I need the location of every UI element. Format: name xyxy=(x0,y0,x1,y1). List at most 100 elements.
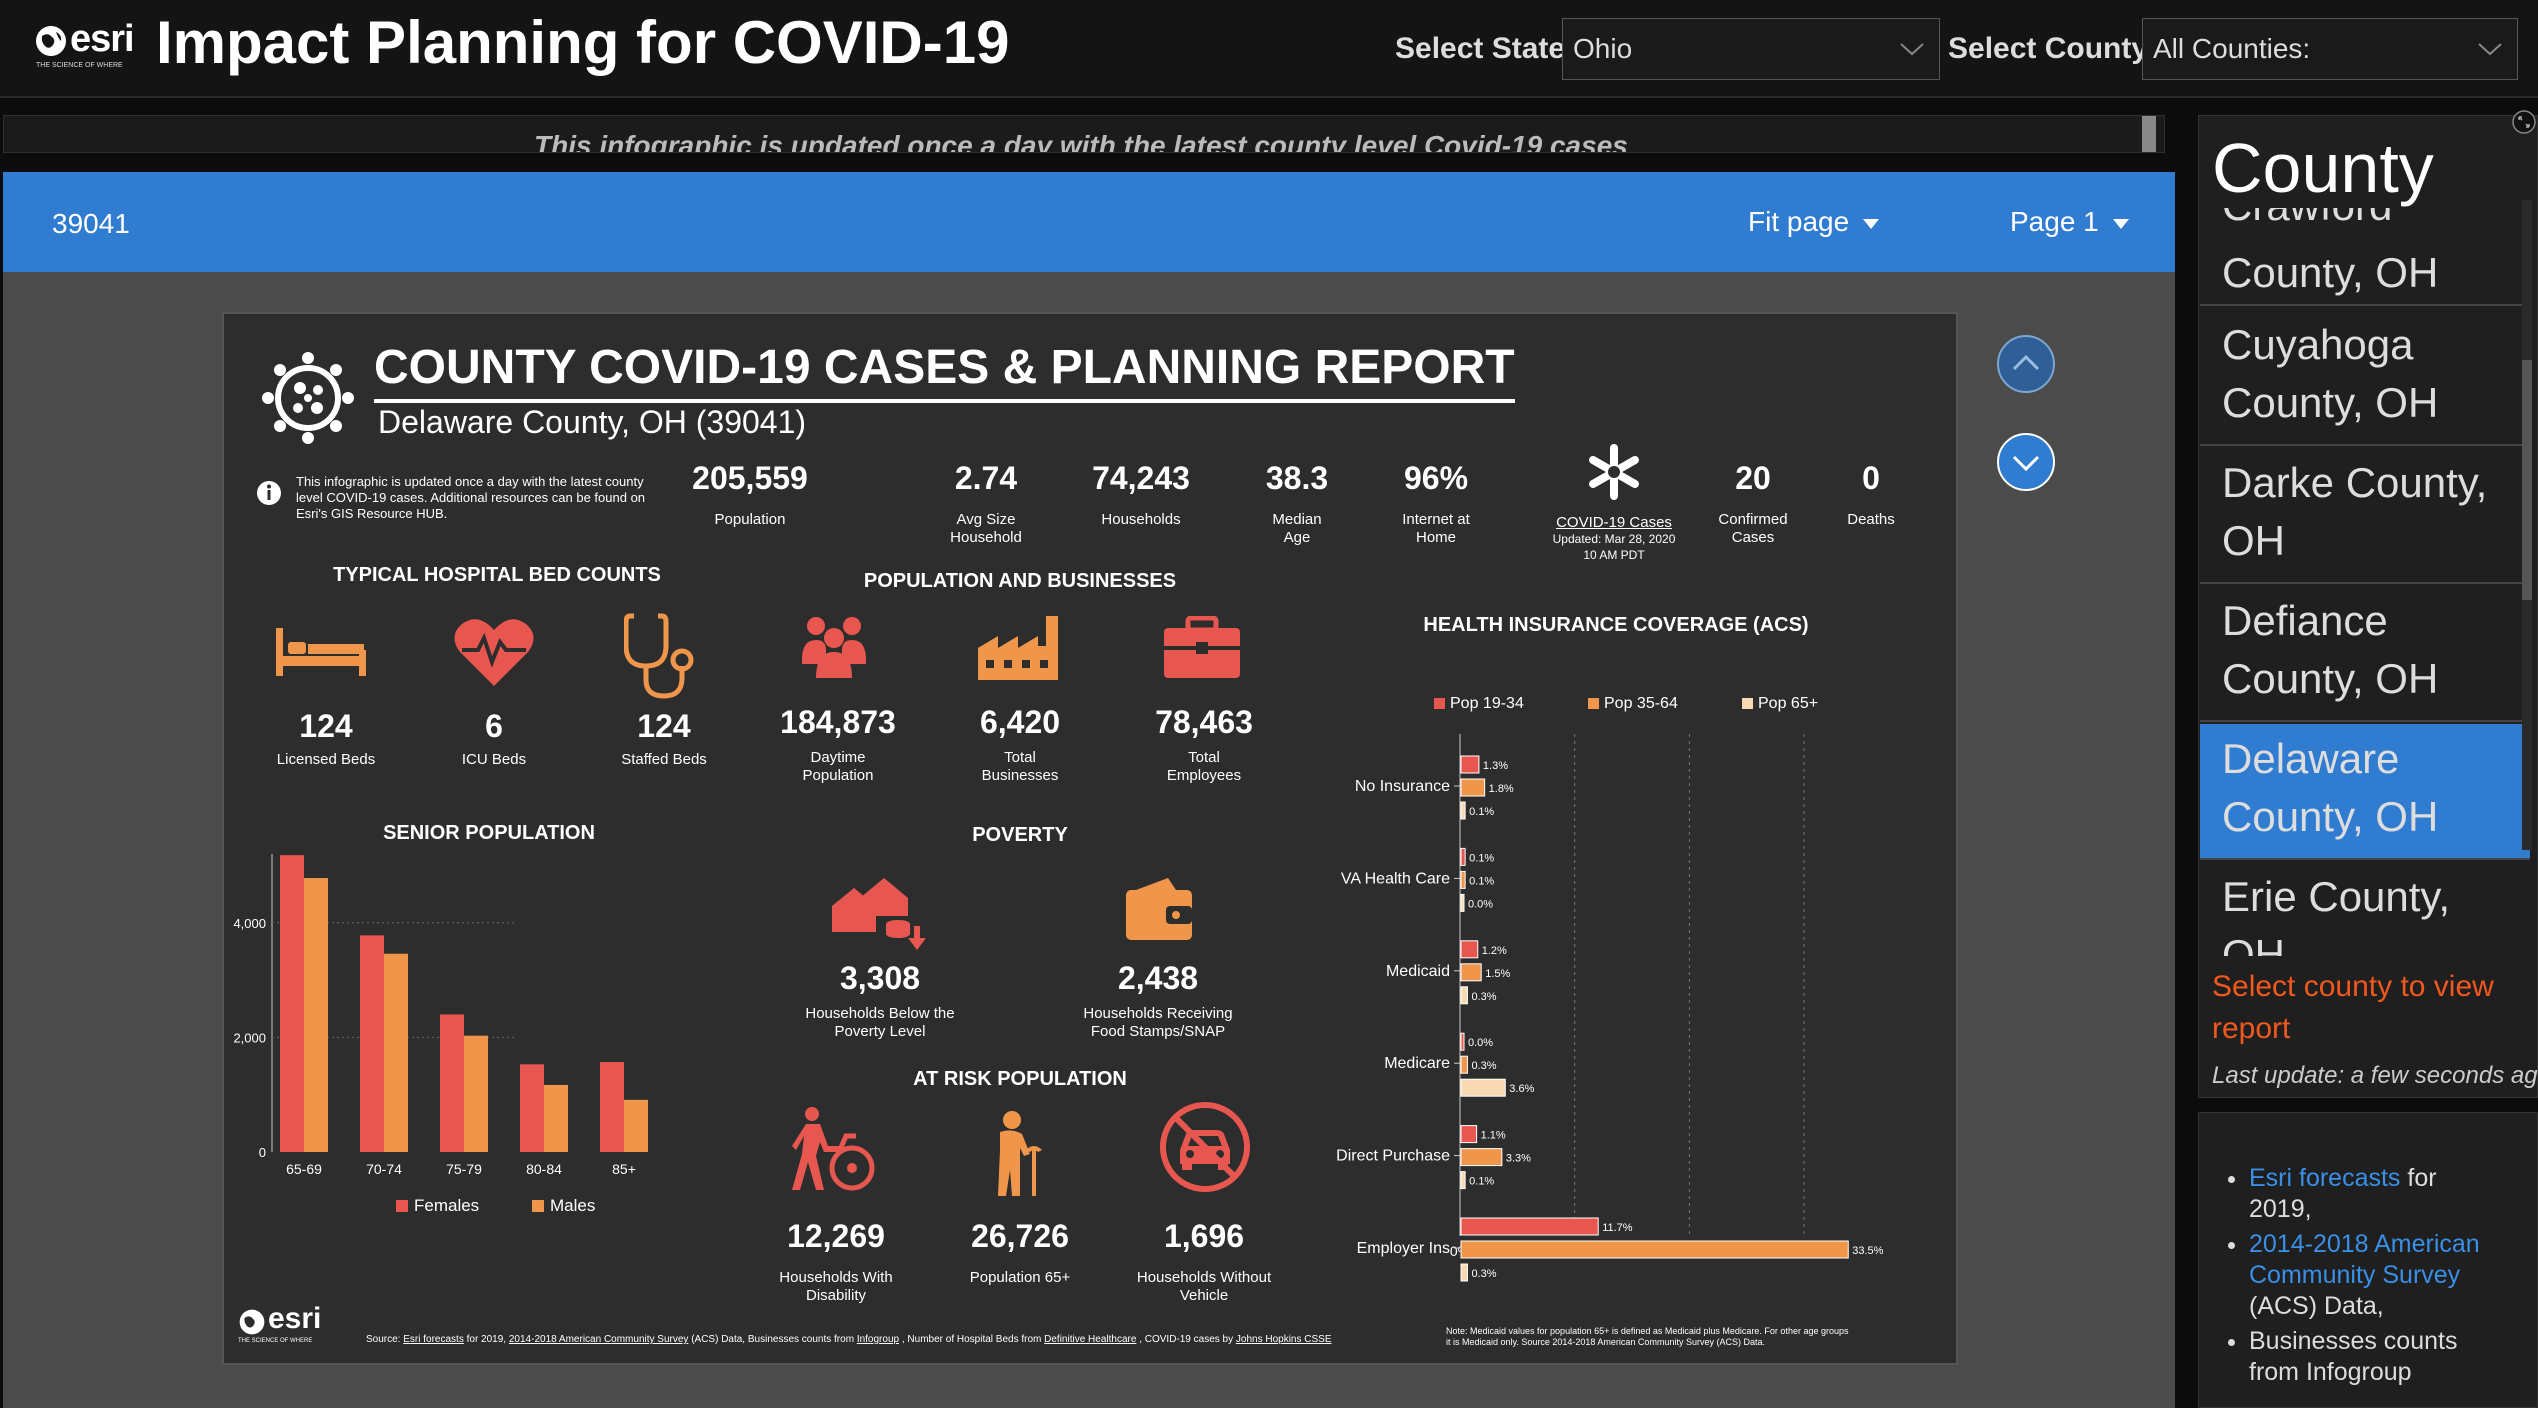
legend-label-females: Females xyxy=(414,1196,479,1215)
stat-label: Households With xyxy=(779,1269,893,1286)
notes-panel: Esri forecasts for 2019, 2014-2018 Ameri… xyxy=(2198,1112,2538,1408)
data-label: 0.3% xyxy=(1471,1060,1496,1072)
stat-avg-household: 2.74 Avg Size Household xyxy=(926,460,1046,547)
logo-tagline: THE SCIENCE OF WHERE xyxy=(238,1338,313,1344)
sidebar-scroll-thumb[interactable] xyxy=(2522,360,2532,600)
source-acs-link[interactable]: 2014-2018 American Community Survey xyxy=(508,1334,689,1345)
globe-icon xyxy=(239,1309,265,1335)
y-category-label: Medicare xyxy=(1384,1055,1450,1072)
popbiz-businesses: 6,420 Total Businesses xyxy=(945,704,1095,785)
county-item-darke[interactable]: Darke County, OH xyxy=(2200,448,2530,584)
stat-label: Staffed Beds xyxy=(621,751,707,768)
stat-value: 124 xyxy=(299,708,353,744)
source-forecast-link[interactable]: Esri forecasts xyxy=(403,1334,464,1345)
note-link-acs[interactable]: 2014-2018 American Community Survey xyxy=(2249,1230,2480,1289)
stat-label: Deaths xyxy=(1847,511,1895,528)
data-label: 33.5% xyxy=(1852,1245,1883,1257)
note-item: Businesses counts from Infogroup xyxy=(2249,1326,2499,1388)
data-label: 11.7% xyxy=(1602,1222,1633,1234)
popbiz-title: POPULATION AND BUSINESSES xyxy=(863,570,1177,592)
stat-label: Age xyxy=(1283,529,1311,546)
county-select[interactable]: All Counties: xyxy=(2142,18,2518,80)
senior-title: SENIOR POPULATION xyxy=(383,822,595,844)
briefcase-icon xyxy=(1164,616,1240,678)
bar-1-4 xyxy=(1460,1148,1503,1167)
stat-value: 1,696 xyxy=(1163,1218,1245,1254)
data-label: 1.2% xyxy=(1482,945,1507,957)
esri-logo: esri THE SCIENCE OF WHERE xyxy=(34,18,135,74)
stat-value: 38.3 xyxy=(1265,460,1329,496)
y-tick-label: 4,000 xyxy=(233,916,266,931)
county-line: Defiance xyxy=(2222,597,2388,644)
note-item: Esri forecasts for 2019, xyxy=(2249,1163,2499,1225)
page-down-button[interactable] xyxy=(1996,432,2056,492)
stat-label: Employees xyxy=(1166,767,1242,784)
legend-swatch-1 xyxy=(1588,698,1599,709)
info-text: This infographic is updated once a day w… xyxy=(296,474,645,522)
bar-0-2 xyxy=(1460,940,1479,959)
data-label: 1.3% xyxy=(1483,760,1508,772)
stat-label: Median xyxy=(1272,511,1322,528)
stat-households: 74,243 Households xyxy=(1071,460,1211,529)
atrisk-disability: 12,269 Households With Disability xyxy=(751,1218,921,1305)
covid-cases-link[interactable]: COVID-19 Cases xyxy=(1556,514,1672,531)
county-item-crawford[interactable]: County, OH xyxy=(2200,238,2530,306)
stat-internet: 96% Internet at Home xyxy=(1381,460,1491,547)
bar-1-3 xyxy=(1460,1055,1468,1074)
note-link-forecasts[interactable]: Esri forecasts xyxy=(2249,1164,2401,1192)
app-header xyxy=(0,0,2538,98)
chevron-down-icon xyxy=(2478,43,2502,56)
source-covid: , COVID-19 cases by xyxy=(1139,1334,1234,1345)
source-jh-link[interactable]: Johns Hopkins CSSE xyxy=(1235,1334,1332,1345)
county-item-erie[interactable]: Erie County, OH xyxy=(2200,862,2530,956)
app-title: Impact Planning for COVID-19 xyxy=(156,9,1010,76)
source-infogroup-link[interactable]: Infogroup xyxy=(856,1334,900,1345)
county-item-delaware[interactable]: Delaware County, OH xyxy=(2200,724,2530,860)
x-tick-label: 65-69 xyxy=(286,1161,322,1177)
poverty-snap: 2,438 Households Receiving Food Stamps/S… xyxy=(1048,960,1268,1041)
report-page: COUNTY COVID-19 CASES & PLANNING REPORT … xyxy=(222,312,1958,1365)
y-tick-label: 0 xyxy=(259,1145,266,1160)
county-line: County, OH xyxy=(2222,379,2439,426)
fit-page-label: Fit page xyxy=(1748,206,1850,237)
bar-males-85+ xyxy=(624,1099,648,1152)
bar-1-1 xyxy=(1460,870,1466,889)
stat-label: Confirmed xyxy=(1718,511,1788,528)
stat-label: Internet at xyxy=(1402,511,1470,528)
data-label: 0.0% xyxy=(1468,1037,1493,1049)
banner-scrollbar[interactable] xyxy=(2142,116,2156,152)
x-tick-label: 75-79 xyxy=(446,1161,482,1177)
page-dropdown[interactable]: Page 1 xyxy=(2010,206,2129,238)
county-line: Delaware xyxy=(2222,735,2400,782)
bar-females-75-79 xyxy=(440,1014,464,1152)
note-line-2: it is Medicaid only. Source 2014-2018 Am… xyxy=(1446,1337,1765,1347)
logo-word: esri xyxy=(70,18,135,60)
source-dh-link[interactable]: Definitive Healthcare xyxy=(1044,1334,1137,1345)
county-line: Darke County, xyxy=(2222,459,2488,506)
stat-label: Households Without xyxy=(1136,1269,1272,1286)
stat-value: 6 xyxy=(485,708,503,744)
report-title: COUNTY COVID-19 CASES & PLANNING REPORT xyxy=(374,340,1515,403)
county-line: OH xyxy=(2222,517,2285,564)
stat-label: Disability xyxy=(805,1287,866,1304)
stat-value: 12,269 xyxy=(787,1218,885,1254)
county-item-defiance[interactable]: Defiance County, OH xyxy=(2200,586,2530,722)
stat-median-age: 38.3 Median Age xyxy=(1247,460,1347,547)
page-up-button[interactable] xyxy=(1996,334,2056,394)
caret-down-icon xyxy=(2112,218,2129,229)
hospital-title: TYPICAL HOSPITAL BED COUNTS xyxy=(333,564,661,586)
covid-updated: Updated: Mar 28, 2020 xyxy=(1552,532,1676,546)
stat-label: Population 65+ xyxy=(969,1269,1071,1286)
select-county-hint: Select county to view report xyxy=(2212,970,2494,1045)
stat-value: 20 xyxy=(1735,460,1771,496)
county-item-cuyahoga[interactable]: Cuyahoga County, OH xyxy=(2200,310,2530,446)
y-tick-label: 2,000 xyxy=(233,1030,266,1045)
legend-swatch-2 xyxy=(1742,698,1753,709)
report-subtitle: Delaware County, OH (39041) xyxy=(378,404,807,440)
atrisk-pop65: 26,726 Population 65+ xyxy=(935,1218,1105,1287)
fit-page-dropdown[interactable]: Fit page xyxy=(1748,206,1880,238)
state-select[interactable]: Ohio xyxy=(1562,18,1940,80)
expand-icon[interactable] xyxy=(2512,110,2536,134)
bar-1-5 xyxy=(1460,1240,1849,1259)
